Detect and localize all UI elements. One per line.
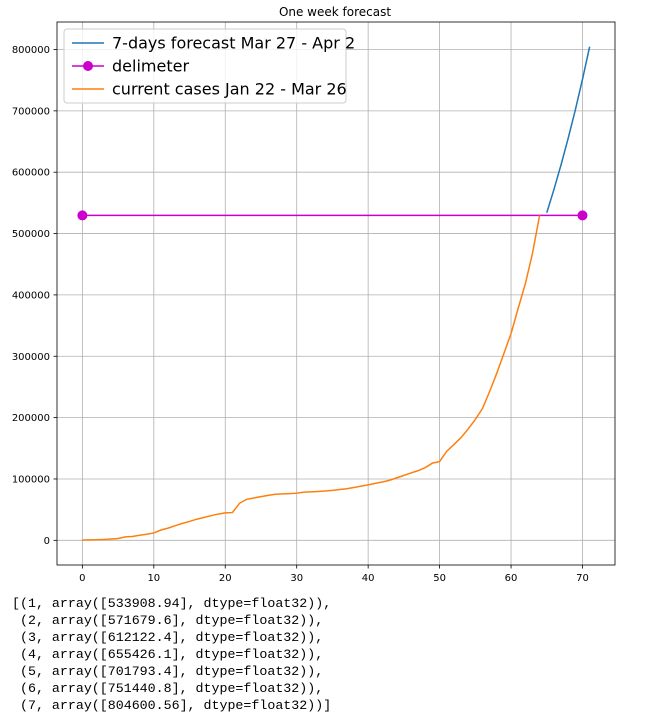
legend-box xyxy=(63,28,347,104)
chart-title: One week forecast xyxy=(279,5,391,19)
x-tick-label: 50 xyxy=(433,573,446,584)
y-tick-label: 300000 xyxy=(12,352,50,363)
x-tick-label: 20 xyxy=(219,573,232,584)
legend-label: 7-days forecast Mar 27 - Apr 2 xyxy=(112,34,355,53)
series-layer xyxy=(77,46,591,541)
y-axis-ticks: 0 100000 200000 300000 400000 500000 600000 700… xyxy=(12,45,57,547)
y-tick-label: 0 xyxy=(44,536,50,547)
y-tick-label: 700000 xyxy=(12,106,50,117)
y-tick-label: 100000 xyxy=(12,474,50,485)
forecast-output-text: [(1, array([533908.94], dtype=float32)),… xyxy=(12,596,332,713)
legend-marker xyxy=(83,61,93,71)
x-tick-label: 10 xyxy=(147,573,160,584)
legend-label: delimeter xyxy=(112,57,189,76)
x-axis-ticks: 0 10 20 30 40 50 60 70 xyxy=(79,565,589,584)
y-tick-label: 600000 xyxy=(12,168,50,179)
series-point-delimeter xyxy=(77,210,88,221)
y-tick-label: 200000 xyxy=(12,413,50,424)
x-tick-label: 30 xyxy=(290,573,303,584)
x-tick-label: 40 xyxy=(362,573,375,584)
x-tick-label: 60 xyxy=(505,573,518,584)
y-tick-label: 500000 xyxy=(12,229,50,240)
x-tick-label: 70 xyxy=(576,573,589,584)
y-tick-label: 800000 xyxy=(12,45,50,56)
y-tick-label: 400000 xyxy=(12,290,50,301)
legend-label: current cases Jan 22 - Mar 26 xyxy=(112,80,347,99)
forecast-chart: One week forecast 0 10 20 30 40 50 60 70 0 10000… xyxy=(12,5,616,584)
series-line-7-days-forecast-mar-27-apr-2 xyxy=(546,46,591,213)
x-tick-label: 0 xyxy=(79,573,85,584)
series-point-delimeter xyxy=(577,210,588,221)
plot-frame xyxy=(56,21,616,566)
series-line-current-cases-jan-22-mar-26 xyxy=(82,215,541,541)
chart-legend: 7-days forecast Mar 27 - Apr 2 delimeter c… xyxy=(63,28,355,104)
